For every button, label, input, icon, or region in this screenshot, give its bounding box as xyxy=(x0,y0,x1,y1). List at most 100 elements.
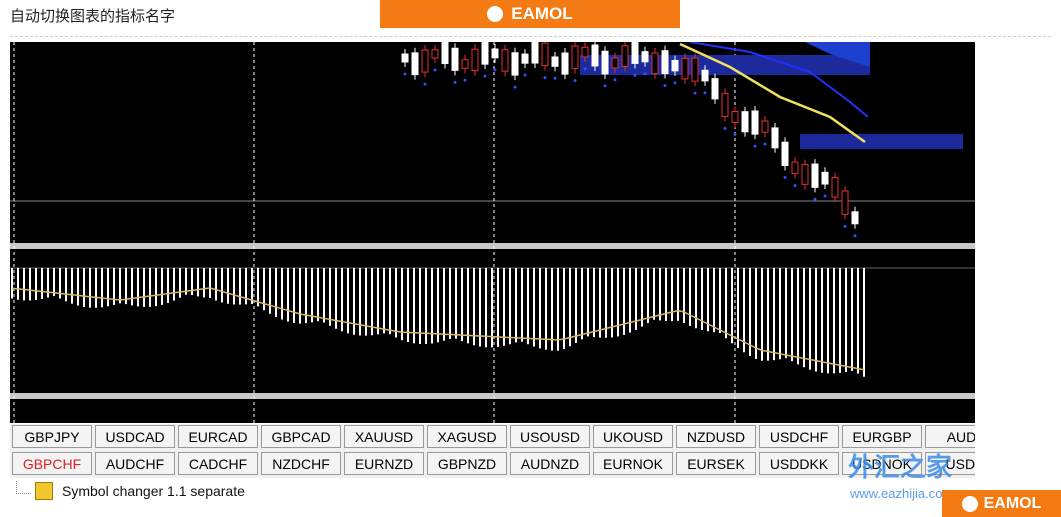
decor xyxy=(771,127,779,149)
decor xyxy=(663,84,667,88)
decor xyxy=(753,144,757,148)
decor xyxy=(851,211,859,225)
decor xyxy=(621,45,629,67)
symbol-button[interactable]: GBPNZD xyxy=(427,452,507,475)
watermark: 外汇之家 xyxy=(848,453,953,483)
decor xyxy=(591,44,599,67)
symbol-button[interactable]: AUDNZD xyxy=(510,452,590,475)
symbol-button[interactable]: EURCAD xyxy=(178,425,258,448)
decor xyxy=(421,49,429,73)
decor xyxy=(573,79,577,83)
decor xyxy=(821,171,829,185)
symbol-button[interactable]: AUDJ xyxy=(925,425,975,448)
decor xyxy=(723,126,727,130)
page-title: 自动切换图表的指标名字 xyxy=(10,7,176,25)
corner-logo: EAMOL xyxy=(942,490,1061,517)
tree-label: Symbol changer 1.1 separate xyxy=(62,483,245,499)
decor xyxy=(511,52,519,76)
decor xyxy=(471,48,479,72)
decor xyxy=(601,50,609,75)
decor xyxy=(661,50,669,75)
decor xyxy=(401,53,409,63)
decor xyxy=(703,91,707,95)
decor xyxy=(521,53,529,64)
decor xyxy=(721,92,729,117)
decor xyxy=(761,120,769,133)
symbol-button[interactable]: USOUSD xyxy=(510,425,590,448)
symbol-button[interactable]: USDCHF xyxy=(759,425,839,448)
decor xyxy=(583,67,587,71)
decor xyxy=(553,76,557,80)
decor xyxy=(681,57,689,80)
decor xyxy=(783,175,787,179)
decor xyxy=(461,59,469,69)
decor xyxy=(741,111,749,133)
decor xyxy=(483,74,487,78)
decor xyxy=(733,132,737,136)
decor xyxy=(781,141,789,166)
decor xyxy=(411,52,419,76)
decor xyxy=(763,142,767,146)
decor xyxy=(643,72,647,76)
symbol-button[interactable]: NZDUSD xyxy=(676,425,756,448)
symbol-button[interactable]: EURNOK xyxy=(593,452,673,475)
decor xyxy=(501,49,509,72)
decor xyxy=(651,52,659,75)
watermark-url: www.eazhijia.com xyxy=(850,486,954,501)
button-row: GBPJPY USDCAD EURCAD GBPCAD XAUUSD XAGUSD USOU… xyxy=(10,424,975,450)
corner-logo-text: EAMOL xyxy=(983,494,1042,512)
decor xyxy=(571,45,579,70)
button-row: GBPCHF AUDCHF CADCHF NZDCHF EURNZD GBPNZD AUDN… xyxy=(10,451,975,477)
symbol-button[interactable]: AUDCHF xyxy=(95,452,175,475)
separator xyxy=(10,36,1051,37)
symbol-button[interactable]: EURSEK xyxy=(676,452,756,475)
decor xyxy=(403,72,407,76)
decor xyxy=(603,84,607,88)
decor xyxy=(463,78,467,82)
decor xyxy=(853,234,857,238)
decor xyxy=(453,80,457,84)
decor xyxy=(541,42,549,67)
symbol-buttons: GBPJPY USDCAD EURCAD GBPCAD XAUUSD XAGUSD USOU… xyxy=(10,424,975,478)
symbol-button[interactable]: GBPJPY xyxy=(12,425,92,448)
logo-banner: EAMOL xyxy=(380,0,680,28)
decor xyxy=(481,42,489,65)
decor xyxy=(631,42,639,64)
decor xyxy=(673,81,677,85)
decor xyxy=(751,110,759,135)
decor xyxy=(843,224,847,228)
symbol-button[interactable]: GBPCAD xyxy=(261,425,341,448)
decor xyxy=(793,183,797,187)
decor xyxy=(513,85,517,89)
symbol-button[interactable]: USDCAD xyxy=(95,425,175,448)
decor xyxy=(561,52,569,75)
decor xyxy=(491,48,499,59)
logo-text: EAMOL xyxy=(511,4,573,23)
decor xyxy=(543,76,547,80)
symbol-button[interactable]: USDDKK xyxy=(759,452,839,475)
symbol-button[interactable]: GBPCHF xyxy=(12,452,92,475)
decor xyxy=(831,177,839,198)
symbol-button[interactable]: USDNOK xyxy=(842,452,922,475)
symbol-button[interactable]: CADCHF xyxy=(178,452,258,475)
decor xyxy=(523,73,527,77)
tree-item[interactable]: Symbol changer 1.1 separate xyxy=(16,480,245,500)
symbol-button[interactable]: EURNZD xyxy=(344,452,424,475)
symbol-button[interactable]: UKOUSD xyxy=(593,425,673,448)
decor xyxy=(633,73,637,77)
decor xyxy=(813,197,817,201)
decor xyxy=(433,68,437,72)
decor xyxy=(811,163,819,188)
decor xyxy=(691,57,699,82)
decor xyxy=(451,47,459,71)
decor xyxy=(731,111,739,123)
symbol-button[interactable]: NZDCHF xyxy=(261,452,341,475)
decor xyxy=(801,164,809,185)
decor xyxy=(671,59,679,72)
symbol-button[interactable]: XAGUSD xyxy=(427,425,507,448)
symbol-button[interactable]: EURGBP xyxy=(842,425,922,448)
decor xyxy=(531,42,539,64)
symbol-button[interactable]: XAUUSD xyxy=(344,425,424,448)
